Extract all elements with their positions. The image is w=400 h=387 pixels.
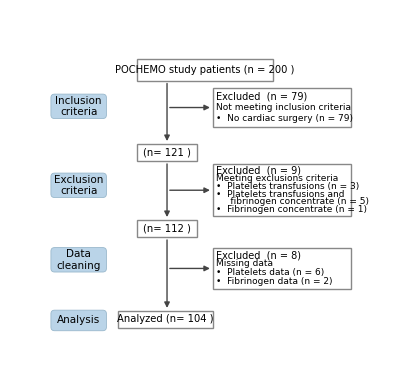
Text: •  Fibrinogen data (n = 2): • Fibrinogen data (n = 2) (216, 277, 332, 286)
Text: Exclusion
criteria: Exclusion criteria (54, 175, 103, 196)
FancyBboxPatch shape (213, 248, 351, 289)
Text: (n= 121 ): (n= 121 ) (143, 147, 191, 158)
Text: Excluded  (n = 8): Excluded (n = 8) (216, 250, 301, 260)
Text: Excluded  (n = 79): Excluded (n = 79) (216, 92, 307, 102)
Text: Data
cleaning: Data cleaning (56, 249, 101, 271)
Text: Meeting exclusions criteria: Meeting exclusions criteria (216, 174, 338, 183)
Text: Excluded  (n = 9): Excluded (n = 9) (216, 166, 301, 176)
Text: (n= 112 ): (n= 112 ) (143, 224, 191, 233)
Text: Analysis: Analysis (57, 315, 100, 325)
FancyBboxPatch shape (137, 59, 273, 81)
FancyBboxPatch shape (137, 220, 197, 237)
Text: POCHEMO study patients (n = 200 ): POCHEMO study patients (n = 200 ) (115, 65, 295, 75)
FancyBboxPatch shape (51, 248, 106, 272)
Text: Not meeting inclusion criteria: Not meeting inclusion criteria (216, 103, 351, 112)
FancyBboxPatch shape (213, 88, 351, 127)
Text: •  No cardiac surgery (n = 79): • No cardiac surgery (n = 79) (216, 114, 353, 123)
Text: Inclusion
criteria: Inclusion criteria (56, 96, 102, 117)
FancyBboxPatch shape (51, 310, 106, 331)
Text: •  Platelets transfusions (n = 3): • Platelets transfusions (n = 3) (216, 182, 359, 191)
Text: Analyzed (n= 104 ): Analyzed (n= 104 ) (117, 314, 214, 324)
Text: fibrinogen concentrate (n = 5): fibrinogen concentrate (n = 5) (216, 197, 369, 206)
FancyBboxPatch shape (137, 144, 197, 161)
FancyBboxPatch shape (51, 173, 106, 197)
FancyBboxPatch shape (213, 164, 351, 216)
Text: •  Platelets data (n = 6): • Platelets data (n = 6) (216, 269, 324, 277)
FancyBboxPatch shape (118, 311, 213, 328)
Text: •  Platelets transfusions and: • Platelets transfusions and (216, 190, 344, 199)
FancyBboxPatch shape (51, 94, 106, 118)
Text: •  Fibrinogen concentrate (n = 1): • Fibrinogen concentrate (n = 1) (216, 205, 367, 214)
Text: Missing data: Missing data (216, 259, 273, 269)
